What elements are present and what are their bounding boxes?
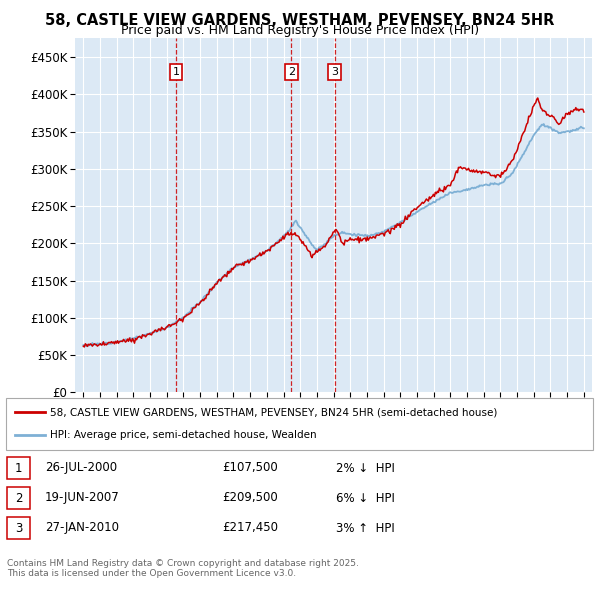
Text: 2% ↓  HPI: 2% ↓ HPI bbox=[336, 461, 395, 474]
Text: 3% ↑  HPI: 3% ↑ HPI bbox=[336, 522, 395, 535]
Text: £107,500: £107,500 bbox=[222, 461, 278, 474]
Text: 26-JUL-2000: 26-JUL-2000 bbox=[45, 461, 117, 474]
Text: 27-JAN-2010: 27-JAN-2010 bbox=[45, 522, 119, 535]
Text: 58, CASTLE VIEW GARDENS, WESTHAM, PEVENSEY, BN24 5HR (semi-detached house): 58, CASTLE VIEW GARDENS, WESTHAM, PEVENS… bbox=[50, 407, 497, 417]
Text: Contains HM Land Registry data © Crown copyright and database right 2025.: Contains HM Land Registry data © Crown c… bbox=[7, 559, 359, 568]
Text: HPI: Average price, semi-detached house, Wealden: HPI: Average price, semi-detached house,… bbox=[50, 430, 316, 440]
Text: 1: 1 bbox=[173, 67, 179, 77]
Text: 2: 2 bbox=[287, 67, 295, 77]
Text: 6% ↓  HPI: 6% ↓ HPI bbox=[336, 491, 395, 504]
Text: Price paid vs. HM Land Registry's House Price Index (HPI): Price paid vs. HM Land Registry's House … bbox=[121, 24, 479, 37]
Text: 1: 1 bbox=[15, 461, 22, 474]
Text: 3: 3 bbox=[15, 522, 22, 535]
Text: 58, CASTLE VIEW GARDENS, WESTHAM, PEVENSEY, BN24 5HR: 58, CASTLE VIEW GARDENS, WESTHAM, PEVENS… bbox=[46, 13, 554, 28]
Text: 3: 3 bbox=[331, 67, 338, 77]
Text: This data is licensed under the Open Government Licence v3.0.: This data is licensed under the Open Gov… bbox=[7, 569, 296, 578]
Text: 19-JUN-2007: 19-JUN-2007 bbox=[45, 491, 120, 504]
Text: £217,450: £217,450 bbox=[222, 522, 278, 535]
Text: 2: 2 bbox=[15, 491, 22, 504]
Text: £209,500: £209,500 bbox=[222, 491, 278, 504]
